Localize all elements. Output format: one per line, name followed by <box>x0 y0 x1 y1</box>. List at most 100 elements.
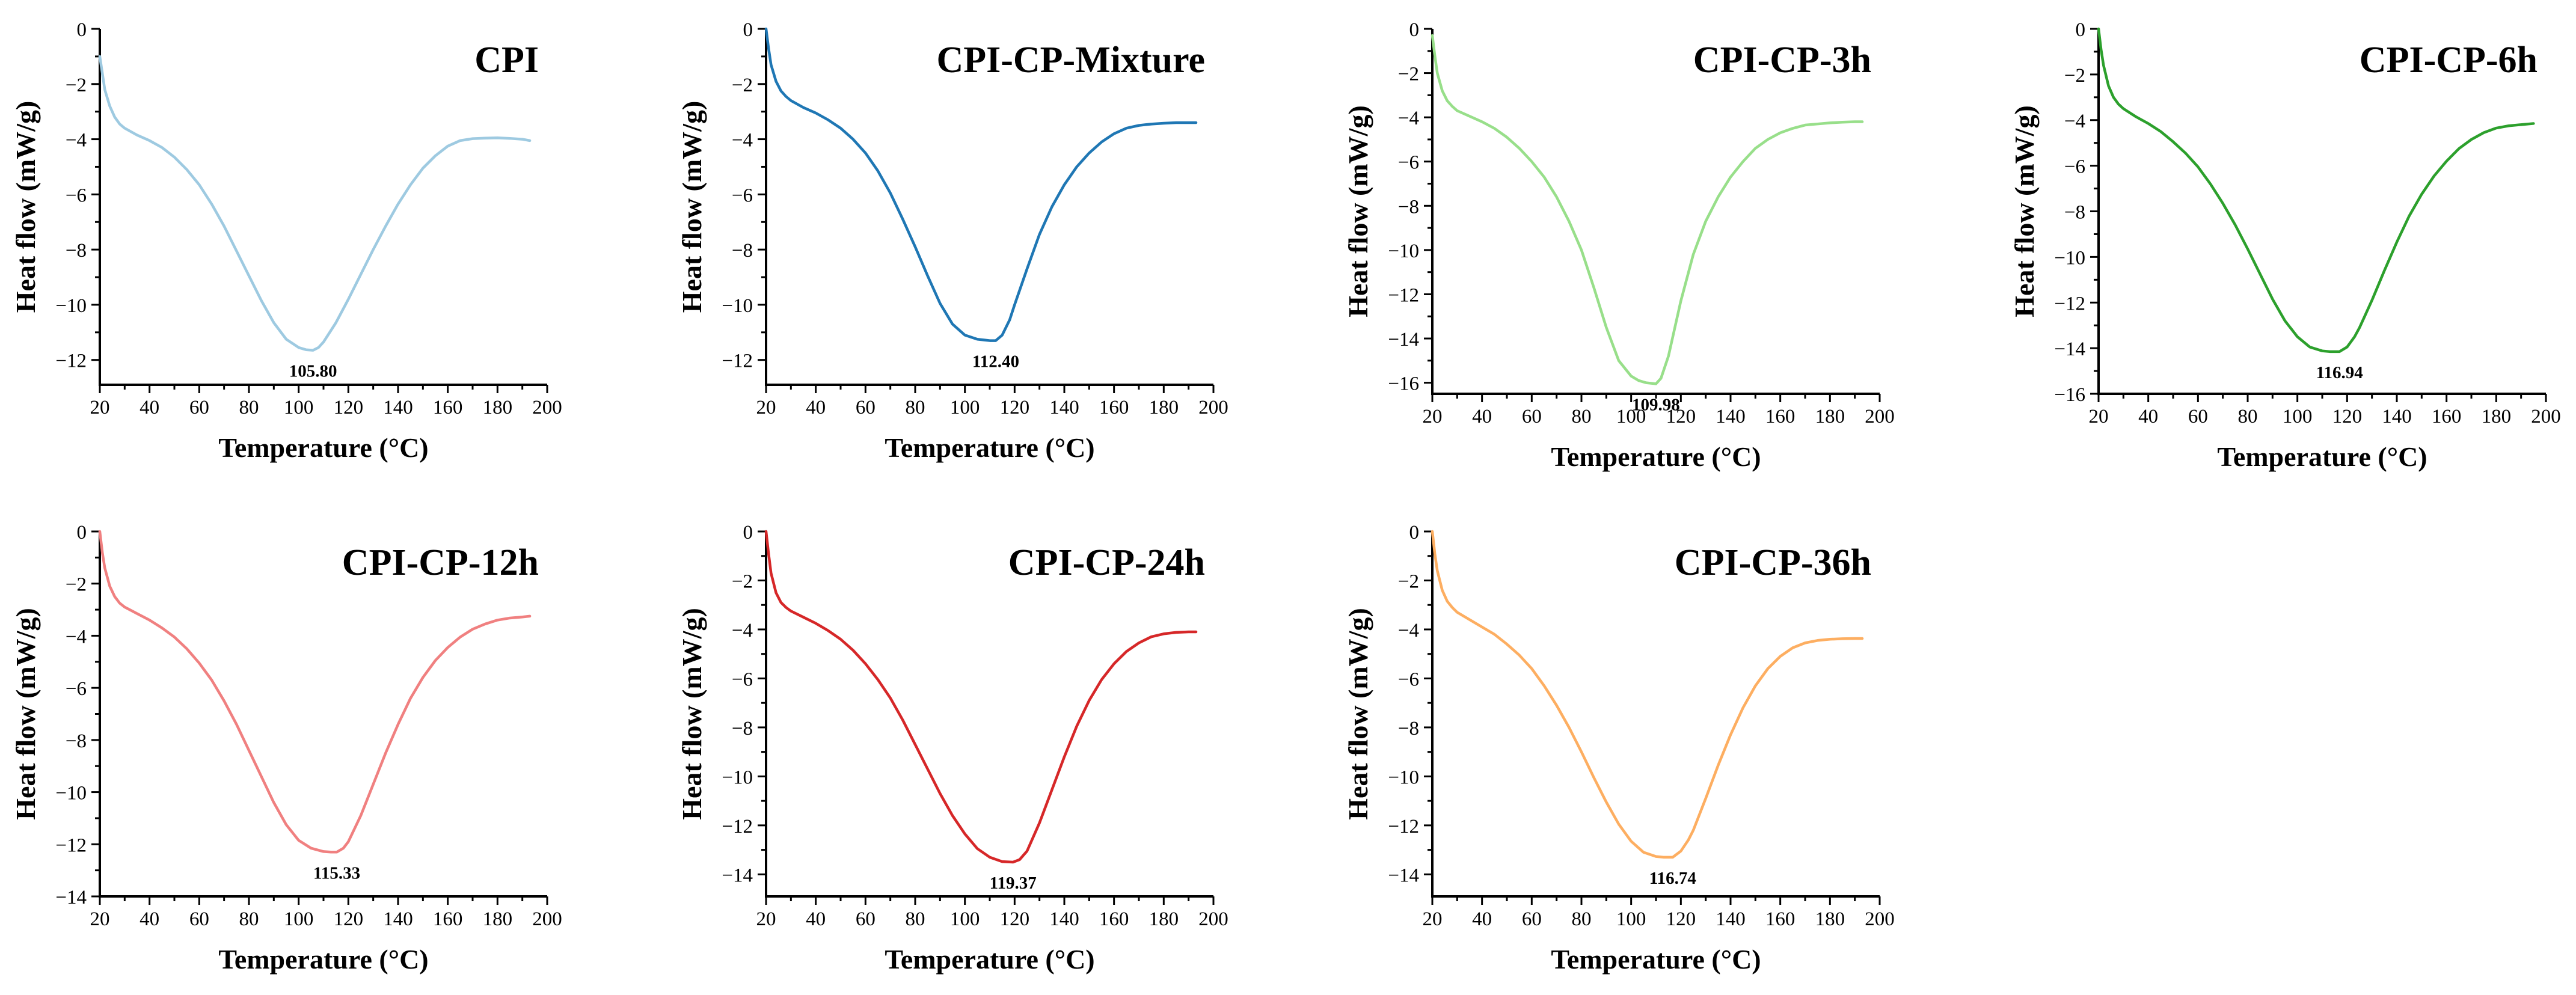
panel-title: CPI-CP-6h <box>2360 40 2538 81</box>
y-tick-label: −8 <box>1398 718 1419 739</box>
y-tick-label: −4 <box>1398 108 1419 129</box>
chart-panel: 20 40 60 80 100 120 140 160 180 200 0 −2 −4 −6 −8 −10 −1… <box>676 19 1228 463</box>
x-tick-label: 160 <box>1099 397 1129 418</box>
y-tick-label: 0 <box>77 19 87 41</box>
y-tick-label: 0 <box>1409 19 1420 41</box>
y-tick-label: −4 <box>66 130 87 152</box>
y-tick-label: −8 <box>732 240 753 262</box>
y-axis-label: Heat flow (mW/g) <box>676 608 707 820</box>
x-tick-label: 80 <box>239 908 259 930</box>
y-tick-label: −10 <box>722 767 753 788</box>
peak-temperature-label: 116.74 <box>1649 869 1696 888</box>
y-tick-label: 0 <box>743 522 753 543</box>
x-tick-label: 80 <box>1572 908 1592 930</box>
x-tick-label: 20 <box>1423 908 1443 930</box>
x-tick-label: 140 <box>2382 406 2412 427</box>
panel-title: CPI-CP-3h <box>1693 40 1871 81</box>
peak-temperature-label: 119.37 <box>990 874 1037 893</box>
y-tick-label: −12 <box>1388 284 1419 306</box>
x-tick-label: 20 <box>1423 406 1443 427</box>
y-tick-label: −6 <box>732 185 753 206</box>
y-tick-label: −10 <box>55 783 87 804</box>
y-tick-label: −12 <box>55 351 87 372</box>
chart-panel: 20 40 60 80 100 120 140 160 180 200 0 −2 −4 −6 −8 −10 −1… <box>10 522 562 975</box>
panel-title: CPI-CP-12h <box>342 542 539 583</box>
y-tick-label: −8 <box>66 240 87 262</box>
y-tick-label: −10 <box>1388 240 1419 262</box>
y-tick-label: −12 <box>55 834 87 856</box>
peak-temperature-label: 115.33 <box>313 863 360 883</box>
x-tick-label: 120 <box>334 908 364 930</box>
y-tick-label: −2 <box>66 75 87 96</box>
x-tick-label: 40 <box>140 397 159 418</box>
series-line <box>1431 34 1864 385</box>
axis-spine <box>765 29 1213 386</box>
y-tick-label: −12 <box>722 351 753 372</box>
chart-panel: 20 40 60 80 100 120 140 160 180 200 0 −2 −4 −6 −8 −10 −1… <box>2009 19 2561 472</box>
x-tick-label: 200 <box>1865 406 1895 427</box>
x-tick-label: 120 <box>1000 397 1030 418</box>
y-axis-label: Heat flow (mW/g) <box>2009 105 2040 317</box>
x-tick-label: 100 <box>1616 406 1646 427</box>
y-tick-label: −6 <box>66 678 87 700</box>
x-tick-label: 60 <box>856 908 876 930</box>
x-tick-label: 160 <box>1765 908 1796 930</box>
x-tick-label: 40 <box>2138 406 2158 427</box>
y-tick-label: −10 <box>2054 247 2085 269</box>
x-tick-label: 180 <box>483 908 513 930</box>
x-tick-label: 60 <box>189 908 209 930</box>
peak-temperature-label: 116.94 <box>2316 363 2363 382</box>
x-tick-label: 60 <box>189 397 209 418</box>
x-tick-label: 140 <box>1049 908 1079 930</box>
x-tick-label: 20 <box>90 908 110 930</box>
x-tick-label: 120 <box>1666 908 1696 930</box>
y-tick-label: −14 <box>722 865 753 886</box>
x-tick-label: 120 <box>1000 908 1030 930</box>
x-tick-label: 140 <box>383 397 413 418</box>
y-tick-label: −6 <box>1398 669 1419 690</box>
axis-spine <box>765 531 1213 898</box>
x-tick-label: 200 <box>532 908 562 930</box>
x-tick-label: 40 <box>806 908 826 930</box>
y-tick-label: 0 <box>1409 522 1420 543</box>
x-tick-label: 120 <box>1666 406 1696 427</box>
peak-temperature-label: 109.98 <box>1632 395 1680 414</box>
x-tick-label: 180 <box>1815 406 1845 427</box>
x-tick-label: 160 <box>433 908 463 930</box>
x-tick-label: 60 <box>1522 908 1542 930</box>
x-axis-label: Temperature (°C) <box>885 944 1094 975</box>
y-tick-label: −4 <box>2064 111 2085 132</box>
y-tick-label: −2 <box>66 574 87 596</box>
x-tick-label: 40 <box>1472 406 1492 427</box>
peak-temperature-label: 105.80 <box>289 362 337 381</box>
x-tick-label: 20 <box>756 397 776 418</box>
x-tick-label: 80 <box>239 397 259 418</box>
y-tick-label: −12 <box>722 816 753 837</box>
series-line <box>764 27 1198 342</box>
y-tick-label: −12 <box>1388 816 1419 837</box>
x-tick-label: 180 <box>1149 397 1179 418</box>
x-tick-label: 140 <box>1049 397 1079 418</box>
y-tick-label: −6 <box>1398 152 1419 174</box>
y-tick-label: −14 <box>2054 338 2085 360</box>
x-tick-label: 160 <box>433 397 463 418</box>
x-tick-label: 80 <box>906 908 925 930</box>
y-tick-label: −2 <box>732 75 753 96</box>
x-tick-label: 200 <box>1865 908 1895 930</box>
chart-panel: 20 40 60 80 100 120 140 160 180 200 0 −2 −4 −6 −8 −10 −1… <box>1343 522 1895 975</box>
x-tick-label: 200 <box>532 397 562 418</box>
y-tick-label: −16 <box>1388 373 1419 395</box>
y-tick-label: −2 <box>2064 65 2085 87</box>
x-tick-label: 140 <box>1716 406 1746 427</box>
peak-temperature-label: 112.40 <box>972 352 1019 372</box>
x-tick-label: 160 <box>2432 406 2462 427</box>
x-tick-label: 140 <box>383 908 413 930</box>
x-tick-label: 140 <box>1716 908 1746 930</box>
series-line <box>98 530 532 854</box>
x-tick-label: 120 <box>2332 406 2363 427</box>
x-tick-label: 20 <box>2089 406 2109 427</box>
x-axis-label: Temperature (°C) <box>218 432 428 463</box>
x-tick-label: 80 <box>906 397 925 418</box>
series-line <box>2097 27 2535 354</box>
